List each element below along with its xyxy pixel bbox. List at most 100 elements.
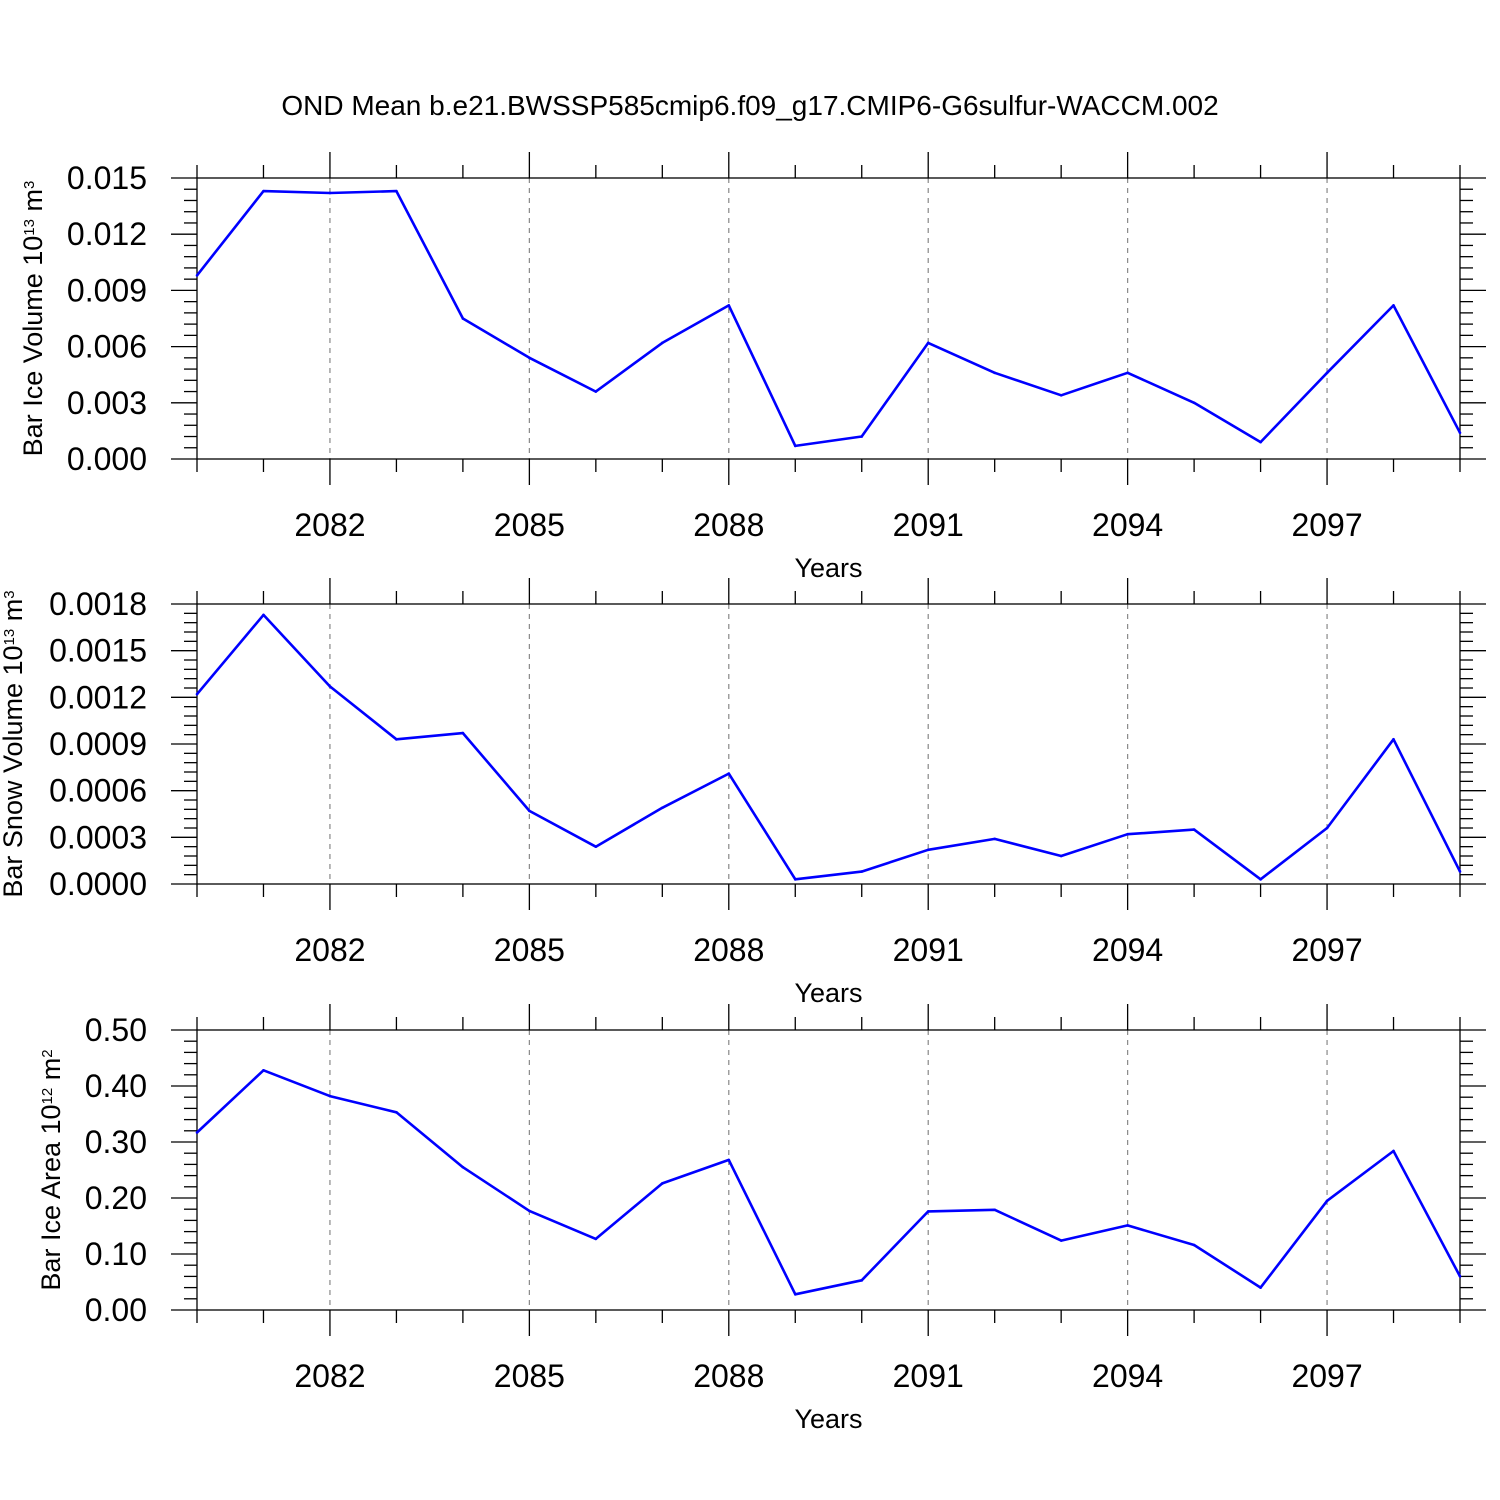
x-tick-label: 2097 xyxy=(1291,1358,1362,1394)
data-point xyxy=(528,809,531,813)
x-tick-label: 2085 xyxy=(494,1358,565,1394)
data-point xyxy=(1259,878,1262,881)
data-point xyxy=(860,870,864,873)
y-axis-label: Bar Ice Volume 1013 m3 xyxy=(18,181,48,457)
data-point xyxy=(594,1237,598,1241)
data-point xyxy=(926,848,930,852)
data-point xyxy=(1126,832,1129,836)
data-point xyxy=(395,1111,398,1114)
data-point xyxy=(993,837,996,841)
data-point xyxy=(1458,870,1462,873)
data-point xyxy=(594,390,598,393)
y-axis-label-unit-exp: 2 xyxy=(39,1049,56,1057)
y-tick-label: 0.012 xyxy=(67,216,147,252)
y-tick-label: 0.0003 xyxy=(49,819,147,855)
y-tick-label: 0.000 xyxy=(67,441,147,477)
y-axis-label: Bar Snow Volume 1013 m3 xyxy=(0,590,28,897)
series-line xyxy=(195,189,1462,448)
series-line xyxy=(196,1069,1462,1296)
x-tick-label: 2088 xyxy=(693,507,764,543)
data-point xyxy=(1192,401,1196,405)
data-point xyxy=(661,341,664,345)
data-point xyxy=(262,1069,265,1072)
data-point xyxy=(1259,440,1262,444)
y-tick-label: 0.0006 xyxy=(49,773,147,809)
y-tick-label: 0.40 xyxy=(85,1068,147,1104)
y-axis-label-exp: 12 xyxy=(39,1088,56,1105)
plot-frame xyxy=(196,1029,1461,1311)
data-point xyxy=(461,317,465,320)
data-point xyxy=(1458,1275,1462,1278)
data-point xyxy=(528,1209,531,1213)
data-point xyxy=(528,356,531,360)
data-point xyxy=(727,304,731,307)
x-axis-label: Years xyxy=(794,978,862,1008)
y-tick-label: 0.006 xyxy=(67,329,147,365)
data-point xyxy=(1059,394,1063,397)
y-axis-label-exp: 13 xyxy=(21,219,38,236)
y-axis-label-unit-exp: 3 xyxy=(21,181,38,189)
x-tick-label: 2094 xyxy=(1092,932,1163,968)
y-tick-label: 0.0018 xyxy=(49,586,147,622)
data-point xyxy=(1325,371,1329,375)
y-axis-label-unit: m xyxy=(0,599,28,629)
data-point xyxy=(395,189,398,193)
y-tick-label: 0.0015 xyxy=(49,633,147,669)
x-tick-label: 2097 xyxy=(1291,507,1362,543)
y-axis-label: Bar Ice Area 1012 m2 xyxy=(36,1049,66,1290)
data-point xyxy=(1059,1239,1063,1242)
data-point xyxy=(1325,826,1329,830)
data-point xyxy=(727,772,731,775)
y-tick-label: 0.10 xyxy=(85,1236,147,1272)
y-tick-label: 0.50 xyxy=(85,1012,147,1048)
y-axis-label-prefix: Bar Ice Area 10 xyxy=(36,1104,66,1290)
data-point xyxy=(594,845,598,848)
y-tick-label: 0.0009 xyxy=(49,726,147,762)
x-tick-label: 2091 xyxy=(893,1358,964,1394)
x-tick-label: 2088 xyxy=(693,932,764,968)
data-point xyxy=(1392,304,1395,307)
x-tick-label: 2094 xyxy=(1092,1358,1163,1394)
y-tick-label: 0.30 xyxy=(85,1124,147,1160)
panel-3: 2082 2085 2088 2091 2094 2097 0.00 0.10 0.20 0.30… xyxy=(36,1004,1486,1434)
chart-title: OND Mean b.e21.BWSSP585cmip6.f09_g17.CMI… xyxy=(281,90,1218,121)
data-point xyxy=(926,341,930,345)
y-tick-label: 0.003 xyxy=(67,385,147,421)
y-tick-label: 0.0000 xyxy=(49,866,147,902)
x-tick-label: 2082 xyxy=(294,507,365,543)
data-point xyxy=(328,191,332,195)
y-tick-label: 0.015 xyxy=(67,160,147,196)
data-point xyxy=(993,1208,996,1212)
y-axis-label-unit: m xyxy=(18,189,48,219)
data-point xyxy=(860,1279,864,1282)
data-point xyxy=(195,692,199,696)
data-point xyxy=(1126,1224,1129,1227)
data-point xyxy=(1392,1149,1395,1153)
data-point xyxy=(395,738,398,741)
y-axis-label-exp: 13 xyxy=(1,629,18,646)
data-point xyxy=(262,189,265,193)
data-point xyxy=(1392,738,1395,741)
y-tick-label: 0.00 xyxy=(85,1292,147,1328)
data-point xyxy=(1059,854,1063,858)
data-point xyxy=(262,613,265,617)
x-tick-label: 2085 xyxy=(494,507,565,543)
series-line xyxy=(196,613,1462,881)
x-tick-label: 2088 xyxy=(693,1358,764,1394)
x-axis-label: Years xyxy=(794,1404,862,1434)
data-point xyxy=(926,1210,930,1213)
panel-2: 2082 2085 2088 2091 2094 2097 0.0000 0.0003 0.00… xyxy=(0,578,1486,1008)
y-axis-label-prefix: Bar Ice Volume 10 xyxy=(18,236,48,457)
data-point xyxy=(195,1131,199,1134)
data-point xyxy=(1192,1243,1196,1247)
data-point xyxy=(195,274,199,277)
data-point xyxy=(1126,371,1129,375)
x-tick-label: 2091 xyxy=(893,932,964,968)
data-point xyxy=(793,878,797,881)
y-axis-label-unit-exp: 3 xyxy=(1,590,18,598)
x-tick-label: 2094 xyxy=(1092,507,1163,543)
data-point xyxy=(1325,1199,1329,1203)
data-point xyxy=(661,806,664,810)
data-point xyxy=(461,731,465,735)
